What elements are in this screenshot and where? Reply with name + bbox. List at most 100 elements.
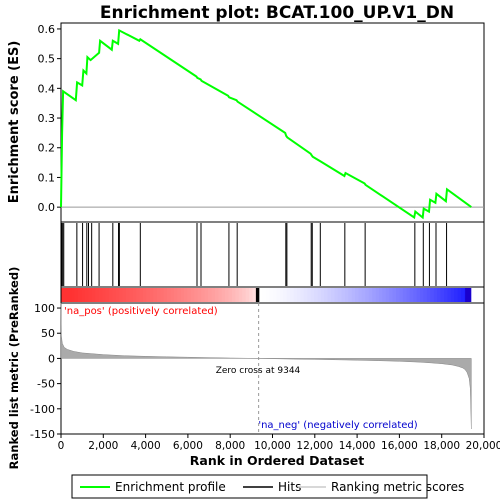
colorbar-segment — [132, 288, 137, 302]
hit-marks — [61, 223, 448, 286]
legend: Enrichment profile Hits Ranking metric s… — [71, 474, 464, 499]
colorbar-segment — [163, 288, 168, 302]
colorbar-segment — [235, 288, 240, 302]
colorbar-segment — [112, 288, 117, 302]
colorbar-segment — [314, 288, 319, 302]
colorbar-empty — [471, 288, 484, 302]
colorbar-segment — [378, 288, 384, 302]
colorbar-segment — [447, 288, 452, 302]
colorbar-segment — [187, 288, 192, 302]
colorbar-segment — [119, 288, 124, 302]
colorbar-segment — [221, 288, 226, 302]
colorbar-segment — [293, 288, 298, 302]
colorbar-segment — [136, 288, 141, 302]
colorbar-segment — [433, 288, 438, 302]
x-tick-label: 8,000 — [215, 440, 245, 452]
colorbar-segment — [416, 288, 421, 302]
x-tick-label: 20,000 — [466, 440, 500, 452]
colorbar-segment — [194, 288, 199, 302]
colorbar-segment — [450, 288, 455, 302]
hits-frame — [60, 221, 485, 288]
colorbar-segment — [457, 288, 462, 302]
colorbar-segment — [88, 288, 93, 302]
colorbar-segment — [204, 288, 209, 302]
es-y-tick-label: 0.0 — [38, 201, 56, 214]
colorbar-segment — [201, 288, 206, 302]
colorbar-segment — [115, 288, 120, 302]
colorbar-segment — [149, 288, 154, 302]
legend-item-enrichment: Enrichment profile — [115, 480, 226, 494]
colorbar-segment — [341, 288, 346, 302]
colorbar-segment — [440, 288, 445, 302]
colorbar-segment — [334, 288, 339, 302]
es-y-tick-label: 0.3 — [38, 112, 56, 125]
metric-y-tick-label: 100 — [34, 302, 55, 315]
colorbar-segment — [102, 288, 107, 302]
colorbar-segment — [413, 288, 418, 302]
zero-cross-label: Zero cross at 9344 — [216, 366, 301, 376]
colorbar-segment — [420, 288, 425, 302]
metric-frame — [60, 302, 485, 435]
colorbar-segment — [382, 288, 387, 302]
x-tick-label: 6,000 — [173, 440, 203, 452]
es-series-line — [60, 28, 472, 220]
colorbar-segment — [61, 288, 66, 302]
colorbar-segment — [375, 288, 380, 302]
colorbar-segment — [190, 288, 195, 302]
colorbar-segment — [125, 288, 130, 302]
colorbar-segment — [252, 288, 257, 302]
colorbar-segment — [228, 288, 233, 302]
colorbar-segment — [399, 288, 404, 302]
colorbar-segment — [409, 288, 414, 302]
colorbar-segment — [272, 288, 278, 302]
colorbar-segment — [143, 288, 148, 302]
colorbar-segment — [84, 288, 89, 302]
colorbar-segment — [423, 288, 428, 302]
colorbar-segment — [180, 288, 185, 302]
colorbar-segment — [266, 288, 271, 302]
colorbar-segment — [344, 288, 349, 302]
colorbar-segment — [218, 288, 223, 302]
colorbar-segment — [67, 288, 72, 302]
es-y-tick-label: 0.1 — [38, 171, 56, 184]
colorbar-segment — [98, 288, 103, 302]
legend-item-hits: Hits — [278, 480, 301, 494]
colorbar-segment — [255, 288, 260, 302]
metric-area — [60, 302, 472, 430]
colorbar-segment — [146, 288, 151, 302]
colorbar-segment — [406, 288, 411, 302]
colorbar-segment — [337, 288, 342, 302]
colorbar-segment — [184, 288, 189, 302]
colorbar-segment — [296, 288, 301, 302]
colorbar-segment — [153, 288, 158, 302]
colorbar-segment — [454, 288, 459, 302]
colorbar-segment — [259, 288, 264, 302]
colorbar-segment — [81, 288, 86, 302]
x-tick-label: 0 — [58, 440, 65, 452]
es-panel: 0.0 0.1 0.2 0.3 0.4 0.5 0.6 Enrichment score (… — [7, 22, 485, 223]
x-tick-label: 14,000 — [339, 440, 376, 452]
metric-y-tick-label: 50 — [41, 327, 55, 340]
colorbar-segment — [303, 288, 308, 302]
colorbar-segment — [156, 288, 161, 302]
colorbar-segment — [242, 288, 247, 302]
x-tick-label: 2,000 — [88, 440, 118, 452]
colorbar-segment — [238, 288, 243, 302]
colorbar-segment — [139, 288, 144, 302]
es-frame — [60, 22, 485, 223]
x-tick-label: 10,000 — [254, 440, 291, 452]
colorbar-segment — [327, 288, 332, 302]
es-y-axis-label: Enrichment score (ES) — [7, 41, 22, 204]
colorbar-segment — [279, 288, 284, 302]
colorbar-segment — [461, 288, 466, 302]
colorbar-segment — [437, 288, 442, 302]
colorbar-segment — [170, 288, 175, 302]
x-tick-label: 18,000 — [423, 440, 460, 452]
colorbar-segment — [372, 288, 377, 302]
colorbar-segment — [197, 288, 202, 302]
colorbar-segment — [426, 288, 431, 302]
colorbar-segment — [208, 288, 213, 302]
es-y-tick-label: 0.4 — [38, 82, 56, 95]
colorbar-segment — [365, 288, 370, 302]
colorbar-segment — [166, 288, 172, 302]
